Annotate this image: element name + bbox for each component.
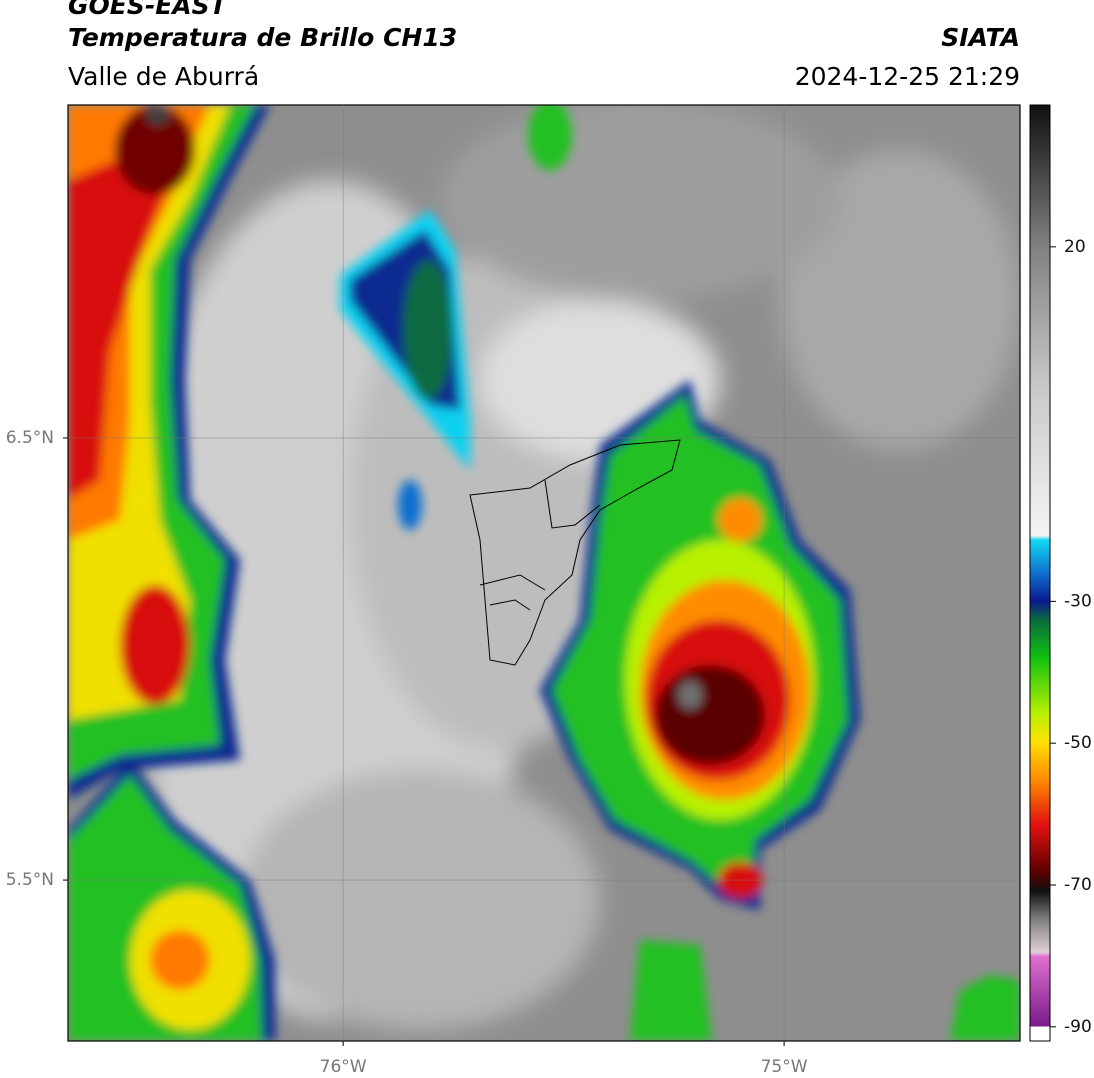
colorbar-tick-label: -50	[1064, 733, 1092, 753]
map-frame	[67, 104, 1021, 1042]
source: SIATA	[941, 23, 1020, 52]
satellite-image	[68, 105, 1020, 1041]
colorbar-tick-label: -30	[1064, 591, 1092, 611]
title: GOES-EAST	[68, 0, 229, 20]
lat-tick-label: 6.5°N	[6, 428, 54, 448]
subtitle: Temperatura de Brillo CH13	[68, 23, 457, 52]
lon-tick-label: 76°W	[320, 1057, 367, 1077]
region: Valle de Aburrá	[68, 62, 259, 91]
colorbar-tick-label: -70	[1064, 875, 1092, 895]
lon-tick-label: 75°W	[761, 1057, 808, 1077]
datetime: 2024-12-25 21:29	[795, 62, 1020, 91]
colorbar-tick-label: 20	[1064, 237, 1086, 257]
colorbar	[1029, 104, 1051, 1042]
colorbar-tick-label: -90	[1064, 1017, 1092, 1037]
lat-tick-label: 5.5°N	[6, 870, 54, 890]
